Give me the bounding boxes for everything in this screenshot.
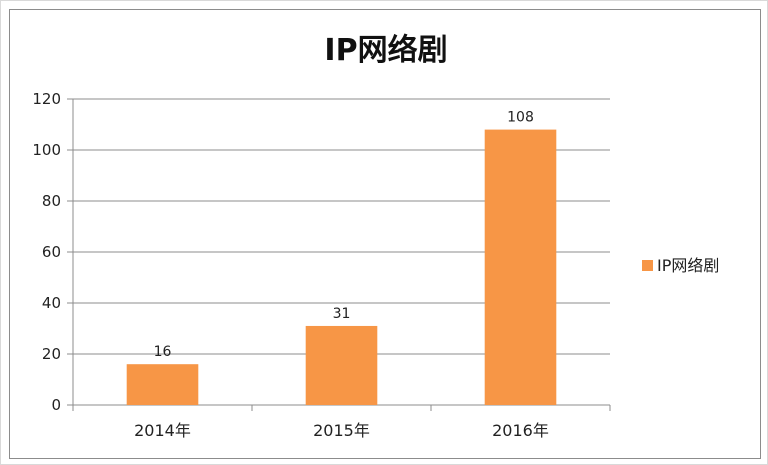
bar [126, 364, 199, 405]
chart-area-border [9, 9, 761, 459]
data-labels: 16 31 108 [154, 110, 534, 361]
bars [126, 129, 557, 405]
y-tick-label: 0 [51, 396, 61, 414]
data-label: 108 [507, 110, 534, 126]
x-tick-label: 2016年 [492, 421, 549, 440]
y-tick-label: 20 [42, 345, 61, 363]
data-label: 31 [333, 306, 351, 322]
x-tick-label: 2015年 [313, 421, 370, 440]
y-axis-ticks: 0 20 40 60 80 100 120 [32, 90, 61, 414]
legend: IP网络剧 [642, 256, 719, 275]
x-tick-label: 2014年 [134, 421, 191, 440]
y-tick-label: 100 [32, 141, 61, 159]
bar [484, 129, 557, 405]
y-tick-label: 40 [42, 294, 61, 312]
data-label: 16 [154, 344, 172, 360]
y-tick-label: 120 [32, 90, 61, 108]
legend-swatch [642, 260, 653, 271]
x-axis-ticks: 2014年 2015年 2016年 [134, 421, 549, 440]
y-tick-label: 60 [42, 243, 61, 261]
chart-title: IP网络剧 [324, 33, 447, 68]
bar [305, 325, 378, 405]
y-tick-label: 80 [42, 192, 61, 210]
legend-label: IP网络剧 [657, 256, 719, 275]
